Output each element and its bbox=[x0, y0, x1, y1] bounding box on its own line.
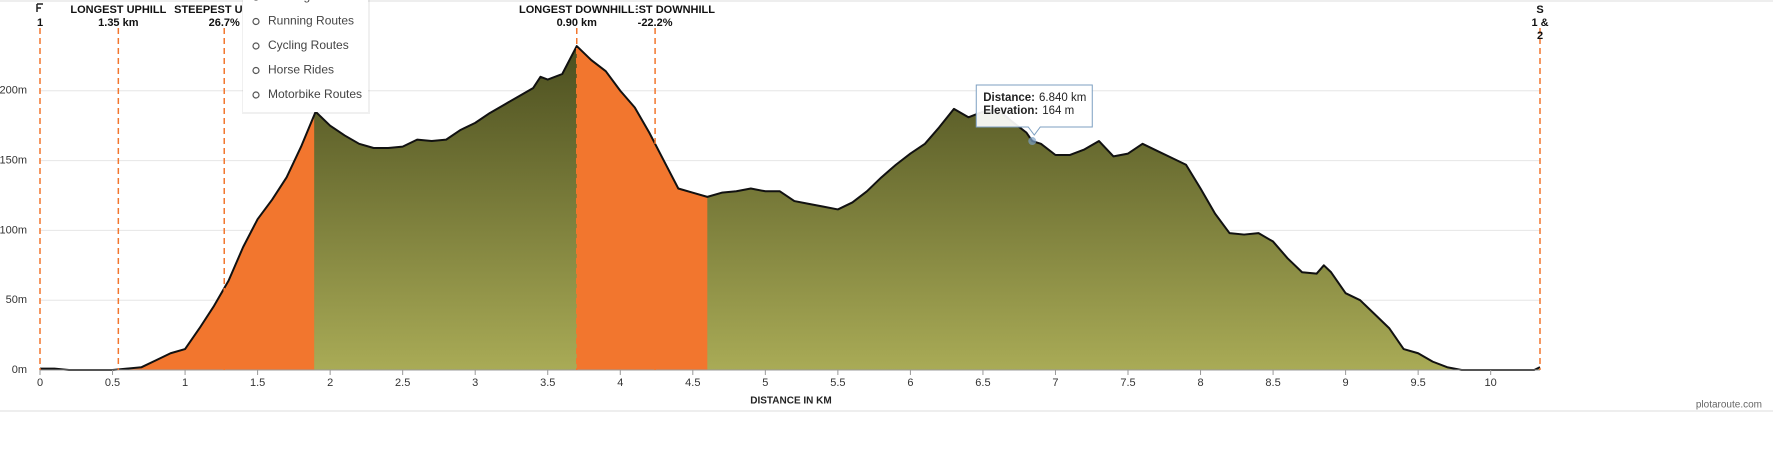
label-bg bbox=[1535, 3, 1545, 16]
x-tick-label: 8 bbox=[1197, 377, 1203, 389]
highlight-area bbox=[118, 115, 315, 370]
annotation-label: LONGEST UPHILL bbox=[70, 4, 166, 16]
annotation-label: 26.7% bbox=[209, 17, 240, 29]
x-tick-label: 10 bbox=[1485, 377, 1497, 389]
tooltip-row: Elevation: 164 m bbox=[983, 105, 1074, 117]
tooltip-box bbox=[975, 84, 1093, 136]
menu-icon bbox=[252, 66, 260, 75]
x-tick-label: 1 bbox=[182, 377, 188, 389]
x-tick-label: 7 bbox=[1052, 377, 1058, 389]
credit: plotaroute.com bbox=[1696, 400, 1762, 411]
x-tick-label: 4 bbox=[617, 377, 623, 389]
menu-bg bbox=[243, 0, 368, 112]
x-tick-label: 3 bbox=[472, 377, 478, 389]
y-tick-label: 150m bbox=[0, 154, 27, 166]
annotation-label: 1.35 km bbox=[98, 17, 139, 29]
tooltip-key: Elevation: bbox=[983, 105, 1038, 117]
x-tick-label: 2 bbox=[327, 377, 333, 389]
y-tick-label: 50m bbox=[6, 294, 27, 306]
y-tick-label: 100m bbox=[0, 224, 27, 236]
annotation-label: LONGEST DOWNHILL bbox=[519, 4, 635, 16]
x-tick-label: 0.5 bbox=[105, 377, 120, 389]
x-tick-label: 5.5 bbox=[830, 377, 845, 389]
x-tick-label: 5 bbox=[762, 377, 768, 389]
menu-icon bbox=[252, 91, 260, 99]
x-tick-label: 8.5 bbox=[1265, 377, 1280, 389]
start-icon bbox=[36, 3, 43, 12]
menu-icon bbox=[252, 42, 260, 50]
x-tick-label: 0 bbox=[37, 377, 43, 389]
x-tick-label: 9.5 bbox=[1410, 377, 1425, 389]
x-tick-label: 4.5 bbox=[685, 377, 700, 389]
x-tick-label: 2.5 bbox=[395, 377, 410, 389]
annotation-label: -22.2% bbox=[638, 17, 673, 29]
label-bg bbox=[518, 3, 636, 16]
tooltip-key: Distance: bbox=[983, 92, 1035, 104]
x-axis-title: DISTANCE IN KM bbox=[750, 396, 831, 407]
menu-item[interactable]: Horse Rides bbox=[268, 63, 334, 77]
y-tick-label: 200m bbox=[0, 85, 27, 97]
menu-item[interactable]: Cycling Routes bbox=[268, 38, 349, 52]
elevation-line bbox=[40, 45, 1541, 371]
x-tick-label: 3.5 bbox=[540, 377, 555, 389]
x-tick-label: 6 bbox=[907, 377, 913, 389]
annotation-label: 1 & bbox=[1531, 17, 1548, 29]
hover-point bbox=[1028, 137, 1037, 146]
x-tick-label: 1.5 bbox=[250, 377, 265, 389]
route-menu: Walking Routes Running Routes Cycling Rout… bbox=[242, 0, 370, 114]
x-tick-label: 7.5 bbox=[1120, 377, 1135, 389]
menu-item[interactable]: Motorbike Routes bbox=[268, 87, 362, 101]
tooltip-row: Distance: 6.840 km bbox=[983, 92, 1086, 104]
menu-icon bbox=[252, 17, 260, 26]
x-tick-label: 9 bbox=[1343, 377, 1349, 389]
label-bg bbox=[69, 3, 168, 16]
annotation-label: 0.90 km bbox=[557, 17, 598, 29]
highlight-area bbox=[576, 46, 708, 370]
tooltip-value: 6.840 km bbox=[1039, 92, 1086, 104]
annotation-label: 1 bbox=[37, 17, 43, 29]
annotation-label: S bbox=[1536, 4, 1543, 16]
menu-item[interactable]: Walking Routes bbox=[268, 0, 352, 3]
elevation-area bbox=[40, 46, 1540, 370]
annotation-label: 2 bbox=[1537, 30, 1543, 42]
x-tick-label: 6.5 bbox=[975, 377, 990, 389]
menu-item[interactable]: Running Routes bbox=[268, 14, 354, 28]
tooltip-value: 164 m bbox=[1042, 105, 1074, 117]
y-tick-label: 0m bbox=[12, 364, 27, 376]
